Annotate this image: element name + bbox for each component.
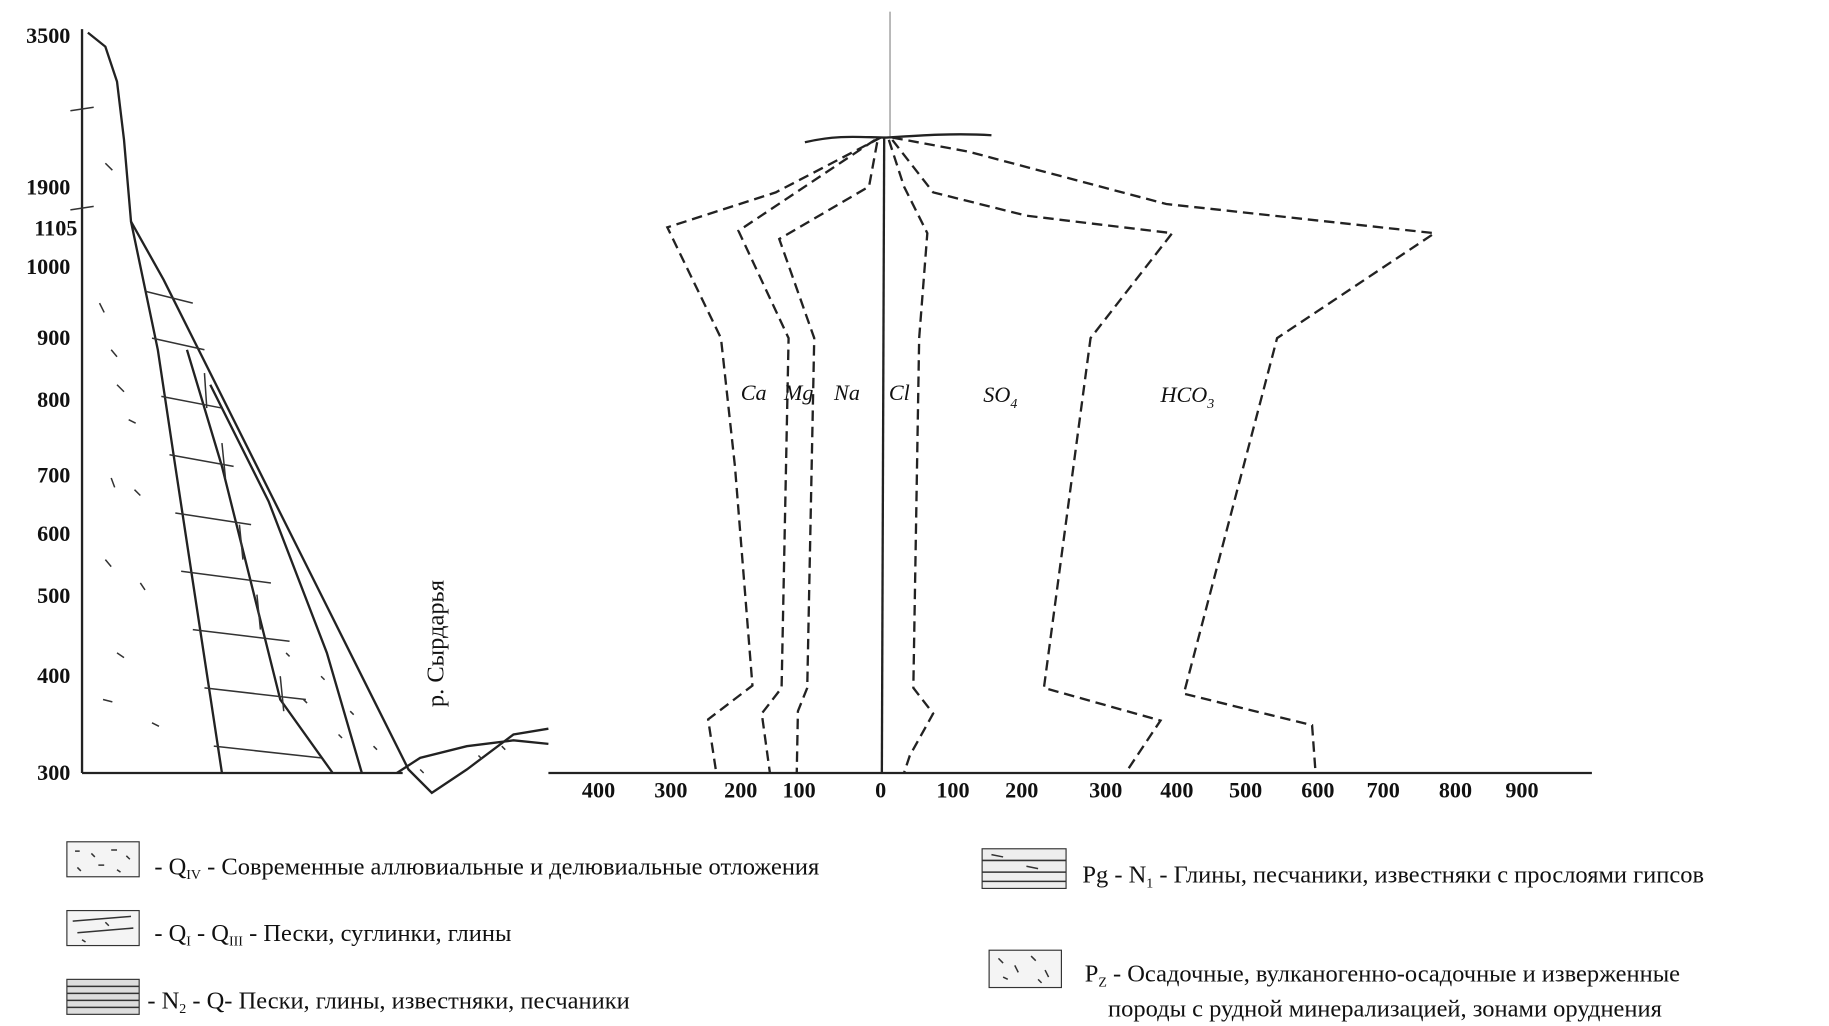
axis-label: 100 bbox=[936, 777, 969, 802]
axis-label: 300 bbox=[654, 777, 687, 802]
axis-label: 1105 bbox=[34, 216, 77, 241]
axis-label: 700 bbox=[1367, 777, 1400, 802]
legend-swatch bbox=[67, 842, 139, 877]
text-part: - Осадочные, вулканогенно-осадочные и из… bbox=[1107, 961, 1680, 988]
ion-labels: Ca Mg Na Cl SO4 HCO3 bbox=[741, 380, 1214, 412]
legend-swatch bbox=[989, 950, 1061, 987]
legend-text: - N2 - Q- Пески, глины, известняки, песч… bbox=[147, 988, 629, 1018]
axis-label: 900 bbox=[37, 325, 70, 350]
axis-label: 600 bbox=[1301, 777, 1334, 802]
text-part: SO bbox=[983, 382, 1010, 407]
text-part: HCO bbox=[1160, 382, 1208, 407]
axis-label: 1000 bbox=[26, 254, 70, 279]
ion-label: Na bbox=[833, 380, 860, 405]
legend-text: - QIV - Современные аллювиальные и делюв… bbox=[154, 853, 819, 883]
axis-label: 200 bbox=[724, 777, 757, 802]
axis-label: 600 bbox=[37, 521, 70, 546]
legend-text: - QI - QIII - Пески, суглинки, глины bbox=[154, 920, 511, 950]
ion-label: Ca bbox=[741, 380, 767, 405]
axis-label: 300 bbox=[1089, 777, 1122, 802]
river-label: р. Сырдарья bbox=[422, 580, 449, 707]
text-part: 1 bbox=[1146, 876, 1153, 891]
bottom-axis: 400 300 200 100 0 100 200 300 400 500 60… bbox=[582, 777, 1539, 802]
text-part: - Q bbox=[154, 920, 186, 947]
axis-label: 500 bbox=[1229, 777, 1262, 802]
text-part: P bbox=[1085, 961, 1099, 988]
axis-label: 500 bbox=[37, 583, 70, 608]
ion-label: Mg bbox=[783, 380, 814, 405]
axis-label: 800 bbox=[1439, 777, 1472, 802]
axis-label: 3500 bbox=[26, 23, 70, 48]
text-part: - Q bbox=[154, 853, 186, 880]
text-part: 3 bbox=[1206, 397, 1214, 412]
text-part: III bbox=[229, 935, 243, 950]
legend: - QIV - Современные аллювиальные и делюв… bbox=[67, 842, 1704, 1023]
legend-text: Pg - N1 - Глины, песчаники, известняки с… bbox=[1082, 862, 1704, 892]
text-part: IV bbox=[186, 868, 201, 883]
axis-label: 1900 bbox=[26, 175, 70, 200]
axis-label: 400 bbox=[582, 777, 615, 802]
axis-label: 100 bbox=[782, 777, 815, 802]
legend-text: породы с рудной минерализацией, зонами о… bbox=[1108, 996, 1662, 1023]
left-axis: 3500 1900 1105 1000 900 800 700 600 500 … bbox=[26, 23, 77, 785]
text-part: - Глины, песчаники, известняки с прослоя… bbox=[1153, 862, 1704, 889]
text-part: 4 bbox=[1010, 397, 1017, 412]
text-part: - Пески, суглинки, глины bbox=[243, 920, 511, 947]
text-part: - Q bbox=[191, 920, 229, 947]
text-part: 2 bbox=[179, 1002, 186, 1017]
legend-text: PZ - Осадочные, вулканогенно-осадочные и… bbox=[1085, 961, 1680, 991]
axis-label: 800 bbox=[37, 387, 70, 412]
ion-label: Cl bbox=[889, 380, 910, 405]
ion-label: SO4 bbox=[983, 382, 1017, 412]
text-part: - Q- Пески, глины, известняки, песчаники bbox=[186, 988, 629, 1015]
text-part: Pg - N bbox=[1082, 862, 1146, 889]
ion-label: HCO3 bbox=[1160, 382, 1215, 412]
text-part: Z bbox=[1098, 975, 1107, 990]
geologic-section bbox=[70, 29, 548, 793]
text-part: - Современные аллювиальные и делювиальны… bbox=[201, 853, 819, 880]
axis-label: 300 bbox=[37, 760, 70, 785]
axis-label: 400 bbox=[1160, 777, 1193, 802]
text-part: - N bbox=[147, 988, 179, 1015]
legend-swatch bbox=[67, 979, 139, 1014]
axis-label: 200 bbox=[1005, 777, 1038, 802]
axis-label: 700 bbox=[37, 463, 70, 488]
axis-label: 0 bbox=[875, 777, 886, 802]
ion-profile bbox=[548, 12, 1591, 773]
diagram: 3500 1900 1105 1000 900 800 700 600 500 … bbox=[0, 0, 1829, 1026]
axis-label: 400 bbox=[37, 663, 70, 688]
axis-label: 900 bbox=[1505, 777, 1538, 802]
